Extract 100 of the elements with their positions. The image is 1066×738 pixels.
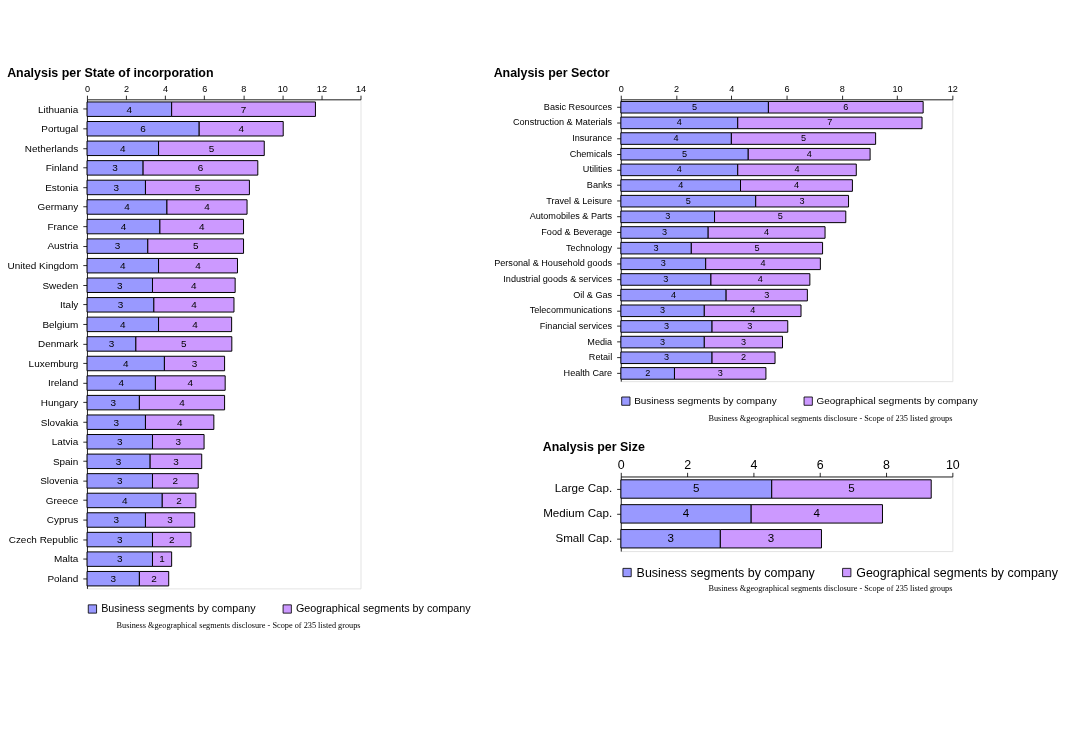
y-tick-label: Czech Republic xyxy=(8,533,79,545)
data-label: 3 xyxy=(110,573,117,585)
y-tick-label: Oil & Gas xyxy=(573,289,613,300)
data-label: 2 xyxy=(645,367,651,378)
data-label: 6 xyxy=(843,101,849,112)
y-tick-label: Media xyxy=(587,336,614,347)
data-label: 4 xyxy=(678,180,684,191)
y-tick-label: Finland xyxy=(45,162,79,174)
y-tick-label: Telecommunications xyxy=(529,305,613,316)
legend-label: Business segments by company xyxy=(634,395,777,407)
data-label: 4 xyxy=(187,377,194,389)
data-label: 3 xyxy=(191,357,198,369)
data-label: 3 xyxy=(667,531,674,545)
chart-title: Analysis per Size xyxy=(542,439,646,454)
data-label: 3 xyxy=(110,396,117,408)
chart-title: Analysis per State of incorporation xyxy=(7,66,214,81)
data-label: 4 xyxy=(126,103,133,115)
y-tick-label: Poland xyxy=(47,573,79,585)
y-tick-label: Estonia xyxy=(45,181,79,193)
data-label: 4 xyxy=(757,273,763,284)
legend-label: Business segments by company xyxy=(636,565,816,580)
data-label: 3 xyxy=(117,299,124,311)
data-label: 6 xyxy=(140,123,147,135)
y-tick-label: Banks xyxy=(586,180,613,191)
data-label: 6 xyxy=(197,162,204,174)
data-label: 4 xyxy=(760,258,766,269)
data-label: 2 xyxy=(168,533,175,545)
data-label: 3 xyxy=(115,455,122,467)
y-tick-label: Germany xyxy=(37,201,79,213)
data-label: 5 xyxy=(693,481,700,495)
data-label: 3 xyxy=(660,305,666,316)
y-tick-label: Belgium xyxy=(42,318,79,330)
y-tick-label: Financial services xyxy=(539,320,613,331)
data-label: 5 xyxy=(685,195,691,206)
y-tick-label: Industrial goods & services xyxy=(503,273,613,284)
y-tick-label: Portugal xyxy=(41,123,79,135)
data-label: 3 xyxy=(113,514,120,526)
data-label: 4 xyxy=(191,299,198,311)
data-label: 4 xyxy=(176,416,183,428)
data-label: 4 xyxy=(764,226,770,237)
text: Business &geographical segments disclosure - Scope of 235 listed groups xyxy=(116,621,361,631)
y-tick-label: Hungary xyxy=(40,396,79,408)
data-label: 4 xyxy=(120,318,127,330)
data-label: 4 xyxy=(179,396,186,408)
data-label: 5 xyxy=(754,242,760,253)
data-label: 3 xyxy=(663,320,669,331)
x-tick-label: 4 xyxy=(750,457,758,472)
data-label: 5 xyxy=(692,101,698,112)
data-label: 5 xyxy=(800,133,807,144)
data-label: 4 xyxy=(118,377,125,389)
data-label: 3 xyxy=(173,455,180,467)
y-tick-label: Utilities xyxy=(582,164,613,175)
data-label: 7 xyxy=(827,117,833,128)
x-tick-label: 10 xyxy=(945,457,960,472)
y-tick-label: Slovenia xyxy=(40,475,79,487)
y-tick-label: Malta xyxy=(54,553,79,565)
y-tick-label: Basic Resources xyxy=(543,101,613,112)
data-label: 4 xyxy=(793,180,799,191)
data-label: 3 xyxy=(740,336,746,347)
legend-label: Geographical segments by company xyxy=(856,565,1059,580)
y-tick-label: Retail xyxy=(588,352,613,363)
data-label: 4 xyxy=(750,305,756,316)
x-tick-label: 8 xyxy=(241,84,247,95)
y-tick-label: Latvia xyxy=(51,436,79,448)
y-tick-label: Medium Cap. xyxy=(543,506,613,520)
x-tick-label: 4 xyxy=(163,84,169,95)
data-label: 3 xyxy=(117,475,123,487)
data-label: 5 xyxy=(181,338,188,350)
data-label: 3 xyxy=(113,416,120,428)
data-label: 2 xyxy=(176,494,183,506)
y-tick-label: Slovakia xyxy=(40,416,79,428)
y-tick-label: France xyxy=(47,220,79,232)
data-label: 5 xyxy=(208,142,215,154)
y-tick-label: Small Cap. xyxy=(555,531,613,545)
data-label: 5 xyxy=(777,211,783,222)
legend-label: Geographical segments by company xyxy=(816,395,978,407)
data-label: 4 xyxy=(670,289,677,300)
data-label: 3 xyxy=(661,226,668,237)
x-tick-label: 4 xyxy=(729,84,735,95)
data-label: 3 xyxy=(660,258,666,269)
data-label: 3 xyxy=(113,181,120,193)
y-tick-label: Large Cap. xyxy=(554,481,613,495)
y-tick-label: Denmark xyxy=(38,338,79,350)
data-label: 3 xyxy=(112,162,119,174)
x-tick-label: 12 xyxy=(947,84,958,95)
data-label: 3 xyxy=(117,436,123,448)
data-label: 3 xyxy=(117,553,123,565)
data-label: 3 xyxy=(665,211,671,222)
data-label: 3 xyxy=(175,436,182,448)
y-tick-label: Spain xyxy=(52,455,79,467)
x-tick-label: 12 xyxy=(316,84,327,95)
data-label: 2 xyxy=(741,352,747,363)
y-tick-label: Luxemburg xyxy=(28,357,79,369)
data-label: 4 xyxy=(192,318,199,330)
y-tick-label: Health Care xyxy=(563,367,613,378)
data-label: 3 xyxy=(663,352,669,363)
data-label: 3 xyxy=(117,533,123,545)
y-tick-label: Automobiles & Parts xyxy=(529,211,613,222)
x-tick-label: 2 xyxy=(684,457,692,472)
text: Business &geographical segments disclosure - Scope of 235 listed groups xyxy=(708,414,953,424)
